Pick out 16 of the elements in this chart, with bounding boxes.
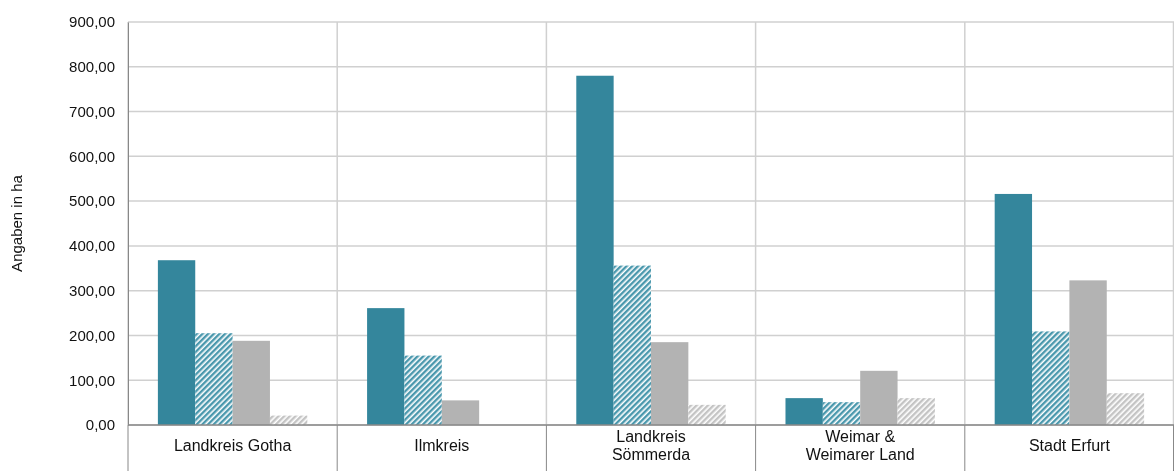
y-tick-label: 800,00: [69, 58, 115, 76]
y-tick-label: 500,00: [69, 192, 115, 210]
y-tick-label: 0,00: [85, 416, 115, 434]
y-tick-label: 100,00: [69, 371, 115, 389]
y-tick-label: 400,00: [69, 237, 115, 255]
y-axis-title: Angaben in ha: [8, 174, 25, 272]
x-tick-label: Weimar & Weimarer Land: [805, 428, 915, 463]
x-tick-label: Stadt Erfurt: [1028, 437, 1111, 454]
x-tick-label: Landkreis Gotha: [173, 437, 292, 454]
y-tick-label: 300,00: [69, 281, 115, 299]
y-tick-label: 700,00: [69, 102, 115, 120]
y-tick-label: 200,00: [69, 326, 115, 344]
y-tick-label: 600,00: [69, 147, 115, 165]
x-tick-label: Ilmkreis: [414, 437, 470, 454]
y-tick-label: 900,00: [69, 13, 115, 31]
x-tick-label: Landkreis Sömmerda: [611, 428, 691, 463]
